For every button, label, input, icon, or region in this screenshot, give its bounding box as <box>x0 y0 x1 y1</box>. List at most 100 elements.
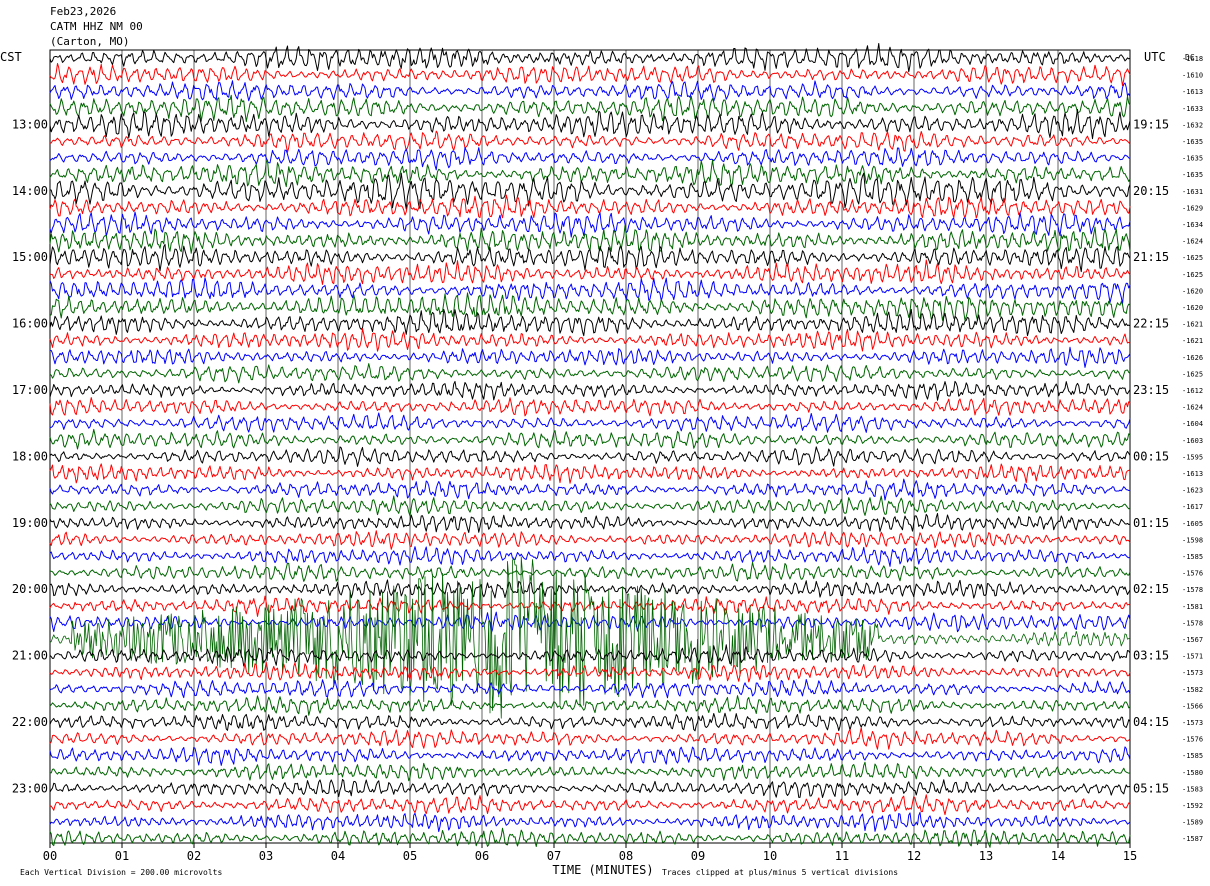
seismic-trace <box>49 428 1131 450</box>
seismic-trace <box>49 678 1131 699</box>
dc-offset-value: -1583 <box>1182 785 1203 793</box>
dc-offset-value: -1582 <box>1182 686 1203 694</box>
dc-offset-value: -1573 <box>1182 669 1203 677</box>
dc-offset-value: -1621 <box>1182 337 1203 345</box>
dc-offset-value: -1578 <box>1182 619 1203 627</box>
seismic-trace <box>49 380 1131 401</box>
dc-offset-value: -1603 <box>1182 437 1203 445</box>
cst-hour-label: 22:00 <box>12 715 48 729</box>
utc-hour-label: 01:15 <box>1133 516 1169 530</box>
cst-hour-label: 20:00 <box>12 582 48 596</box>
dc-offset-value: -1587 <box>1182 835 1203 843</box>
dc-offset-value: -1625 <box>1182 370 1203 378</box>
x-tick-label: 13 <box>979 849 993 863</box>
left-timezone-label: CST <box>0 50 22 64</box>
dc-offset-value: -1629 <box>1182 204 1203 212</box>
dc-offset-value: -1633 <box>1182 105 1203 113</box>
dc-offset-value: -1632 <box>1182 121 1203 129</box>
seismic-trace <box>49 811 1131 833</box>
dc-offset-value: -1621 <box>1182 321 1203 329</box>
seismic-trace <box>49 412 1131 433</box>
x-tick-label: 03 <box>259 849 273 863</box>
dc-offset-value: -1626 <box>1182 354 1203 362</box>
seismic-trace <box>49 513 1131 534</box>
dc-offset-value: -1571 <box>1182 653 1203 661</box>
seismic-trace <box>49 397 1131 417</box>
seismic-trace <box>49 308 1131 337</box>
cst-hour-label: 16:00 <box>12 317 48 331</box>
x-tick-label: 14 <box>1051 849 1065 863</box>
cst-hour-label: 13:00 <box>12 117 48 131</box>
cst-hour-label: 23:00 <box>12 781 48 795</box>
dc-offset-header: DC <box>1185 53 1195 62</box>
dc-offset-value: -1620 <box>1182 304 1203 312</box>
dc-offset-value: -1617 <box>1182 503 1203 511</box>
seismic-trace <box>49 328 1131 352</box>
x-tick-label: 00 <box>43 849 57 863</box>
utc-hour-label: 05:15 <box>1133 781 1169 795</box>
cst-hour-label: 17:00 <box>12 383 48 397</box>
dc-offset-value: -1576 <box>1182 736 1203 744</box>
dc-offset-value: -1634 <box>1182 221 1203 229</box>
dc-offset-value: -1624 <box>1182 404 1203 412</box>
seismic-trace <box>49 561 1131 582</box>
seismic-trace <box>49 277 1131 305</box>
x-tick-label: 07 <box>547 849 561 863</box>
dc-offset-value: -1576 <box>1182 570 1203 578</box>
seismic-trace <box>49 794 1131 816</box>
dc-offset-value: -1580 <box>1182 769 1203 777</box>
seismic-trace <box>49 644 1131 667</box>
seismic-trace <box>49 225 1131 254</box>
x-tick-label: 02 <box>187 849 201 863</box>
axis-labels: 00 01 02 03 04 05 06 07 08 09 10 11 12 13 14 15 CST UTC DC… <box>0 50 1203 877</box>
seismic-trace <box>49 80 1131 102</box>
utc-hour-label: 23:15 <box>1133 383 1169 397</box>
dc-offset-value: -1566 <box>1182 702 1203 710</box>
seismic-trace <box>49 495 1131 517</box>
seismic-trace <box>49 761 1131 782</box>
dc-offset-value: -1585 <box>1182 752 1203 760</box>
seismic-trace <box>49 194 1131 219</box>
seismic-trace <box>49 827 1131 848</box>
dc-offset-value: -1625 <box>1182 271 1203 279</box>
seismic-trace <box>49 259 1131 285</box>
seismic-trace <box>49 556 1131 719</box>
x-axis-title: TIME (MINUTES) <box>552 863 653 877</box>
seismic-trace <box>49 478 1131 501</box>
seismic-trace <box>49 147 1131 171</box>
dc-offset-value: -1573 <box>1182 719 1203 727</box>
plot-frame <box>49 49 1131 844</box>
seismic-trace <box>49 159 1131 188</box>
seismic-trace <box>49 172 1131 210</box>
dc-offset-value: -1589 <box>1182 819 1203 827</box>
seismic-trace <box>49 546 1131 567</box>
footer-scale-note: Each Vertical Division = 200.00 microvol… <box>20 868 222 877</box>
x-tick-label: 08 <box>619 849 633 863</box>
dc-offset-value: -1635 <box>1182 155 1203 163</box>
utc-hour-label: 00:15 <box>1133 449 1169 463</box>
dc-offset-value: -1613 <box>1182 88 1203 96</box>
dc-offset-value: -1613 <box>1182 470 1203 478</box>
x-tick-label: 12 <box>907 849 921 863</box>
seismic-trace <box>49 611 1131 634</box>
x-tick-label: 04 <box>331 849 345 863</box>
dc-offset-value: -1620 <box>1182 287 1203 295</box>
seismic-trace <box>49 108 1131 140</box>
seismic-trace <box>49 746 1131 766</box>
utc-hour-label: 04:15 <box>1133 715 1169 729</box>
utc-hour-label: 22:15 <box>1133 317 1169 331</box>
right-timezone-label: UTC <box>1144 50 1166 64</box>
dc-offset-value: -1618 <box>1182 55 1203 63</box>
seismic-trace <box>49 712 1131 732</box>
utc-hour-label: 19:15 <box>1133 117 1169 131</box>
x-tick-label: 10 <box>763 849 777 863</box>
station-location: (Carton, MO) <box>50 35 130 48</box>
seismic-trace <box>49 579 1131 599</box>
seismic-trace <box>49 363 1131 384</box>
x-tick-label: 09 <box>691 849 705 863</box>
utc-hour-label: 03:15 <box>1133 649 1169 663</box>
dc-offset-value: -1631 <box>1182 188 1203 196</box>
seismic-trace <box>49 243 1131 273</box>
dc-offset-value: -1581 <box>1182 603 1203 611</box>
dc-offset-value: -1598 <box>1182 536 1203 544</box>
